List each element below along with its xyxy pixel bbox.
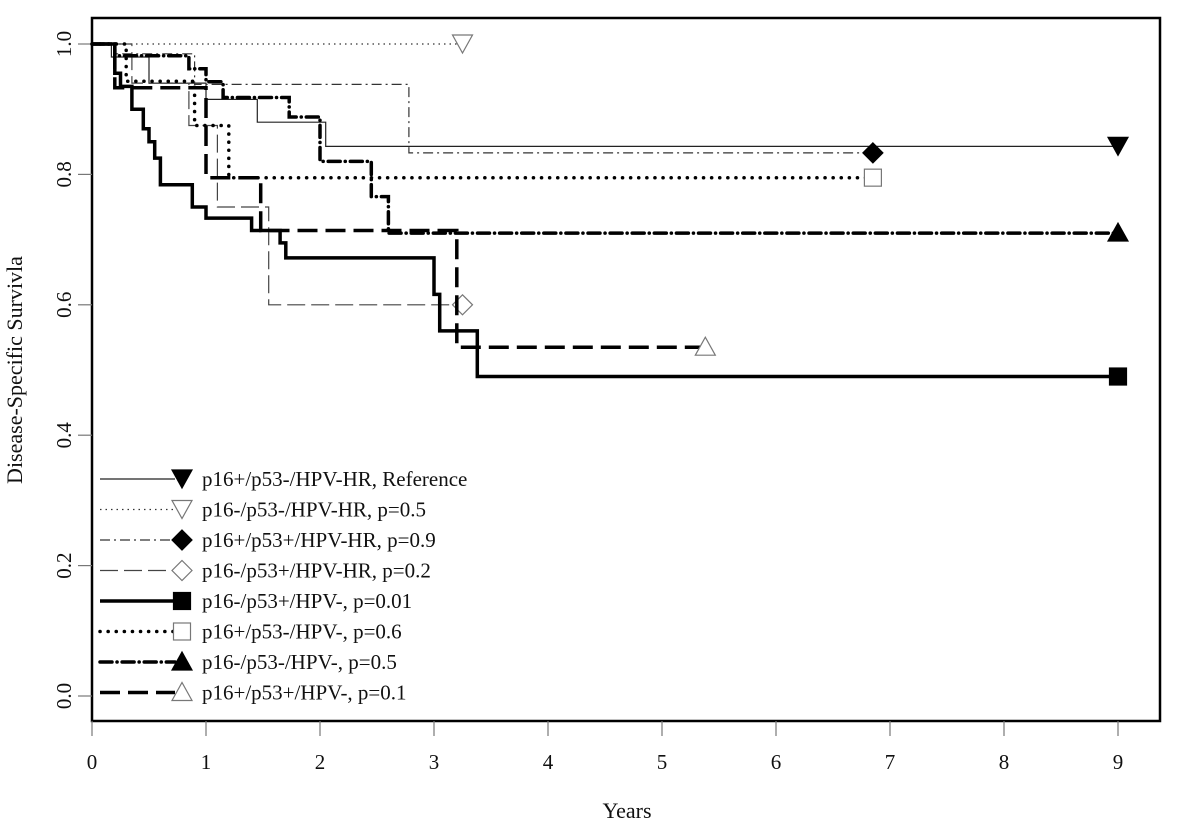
legend-label: p16+/p53-/HPV-, p=0.6: [202, 620, 402, 644]
legend-item: p16-/p53+/HPV-HR, p=0.2: [100, 559, 431, 583]
survival-curve-8: [92, 42, 706, 349]
legend-label: p16+/p53+/HPV-HR, p=0.9: [202, 528, 436, 552]
y-tick-label: 0.0: [52, 683, 76, 709]
curve-end-marker-2: [451, 34, 474, 55]
legend-marker: [170, 499, 194, 520]
legend-label: p16-/p53-/HPV-HR, p=0.5: [202, 498, 426, 522]
curve-end-marker-8: [694, 335, 717, 356]
x-tick-label: 5: [657, 750, 668, 774]
y-tick-label: 0.2: [52, 552, 76, 578]
x-tick-label: 1: [201, 750, 212, 774]
legend-marker: [171, 559, 193, 582]
legend-marker: [172, 591, 192, 611]
x-tick-label: 0: [87, 750, 98, 774]
legend-item: p16-/p53-/HPV-HR, p=0.5: [100, 498, 426, 522]
legend-item: p16-/p53-/HPV-, p=0.5: [98, 650, 397, 674]
curve-end-marker-7: [1106, 221, 1130, 242]
survival-curve-6: [90, 42, 875, 180]
x-tick-label: 2: [315, 750, 326, 774]
y-axis: 0.0 0.2 0.4 0.6 0.8 1.0: [52, 31, 92, 709]
curve-end-marker-3: [862, 142, 884, 164]
legend-marker: [170, 681, 194, 702]
legend-label: p16+/p53+/HPV-, p=0.1: [202, 681, 407, 705]
x-axis: 0 1 2 3 4 5 6 7 8 9: [87, 721, 1124, 774]
legend-marker: [172, 622, 192, 641]
legend-item: p16-/p53+/HPV-, p=0.01: [100, 589, 412, 613]
curves: [90, 34, 1130, 386]
x-tick-label: 6: [771, 750, 782, 774]
x-tick-label: 8: [999, 750, 1010, 774]
curve-end-marker-6: [863, 168, 883, 187]
legend-item: p16+/p53-/HPV-, p=0.6: [98, 620, 402, 644]
legend-label: p16+/p53-/HPV-HR, Reference: [202, 467, 467, 491]
curve-end-marker-5: [1108, 367, 1128, 386]
legend-item: p16+/p53-/HPV-HR, Reference: [100, 467, 467, 491]
legend-marker: [170, 650, 194, 671]
legend-label: p16-/p53+/HPV-HR, p=0.2: [202, 559, 431, 583]
survival-curve-5: [92, 42, 1118, 379]
y-tick-label: 0.8: [52, 161, 76, 187]
legend-marker: [171, 529, 193, 551]
legend-label: p16-/p53+/HPV-, p=0.01: [202, 589, 412, 613]
survival-curve-3: [92, 43, 873, 154]
legend-item: p16+/p53+/HPV-, p=0.1: [100, 681, 407, 705]
plot-frame: [90, 16, 1162, 723]
y-tick-label: 1.0: [52, 31, 76, 57]
legend-marker: [170, 469, 194, 490]
y-axis-title: Disease-Specific Survivla: [2, 256, 27, 484]
x-tick-label: 9: [1113, 750, 1124, 774]
y-tick-label: 0.4: [52, 422, 76, 449]
survival-curve-7: [90, 42, 1120, 235]
survival-curve-1: [92, 43, 1118, 147]
legend-item: p16+/p53+/HPV-HR, p=0.9: [100, 528, 436, 552]
x-tick-label: 3: [429, 750, 440, 774]
legend: p16+/p53-/HPV-HR, Reference p16-/p53-/HPV…: [98, 467, 467, 705]
x-axis-title: Years: [602, 798, 651, 823]
survival-curve-4: [92, 43, 463, 306]
y-tick-label: 0.6: [52, 292, 76, 318]
curve-end-marker-1: [1106, 136, 1130, 157]
legend-label: p16-/p53-/HPV-, p=0.5: [202, 650, 397, 674]
x-tick-label: 4: [543, 750, 554, 774]
x-tick-label: 7: [885, 750, 896, 774]
